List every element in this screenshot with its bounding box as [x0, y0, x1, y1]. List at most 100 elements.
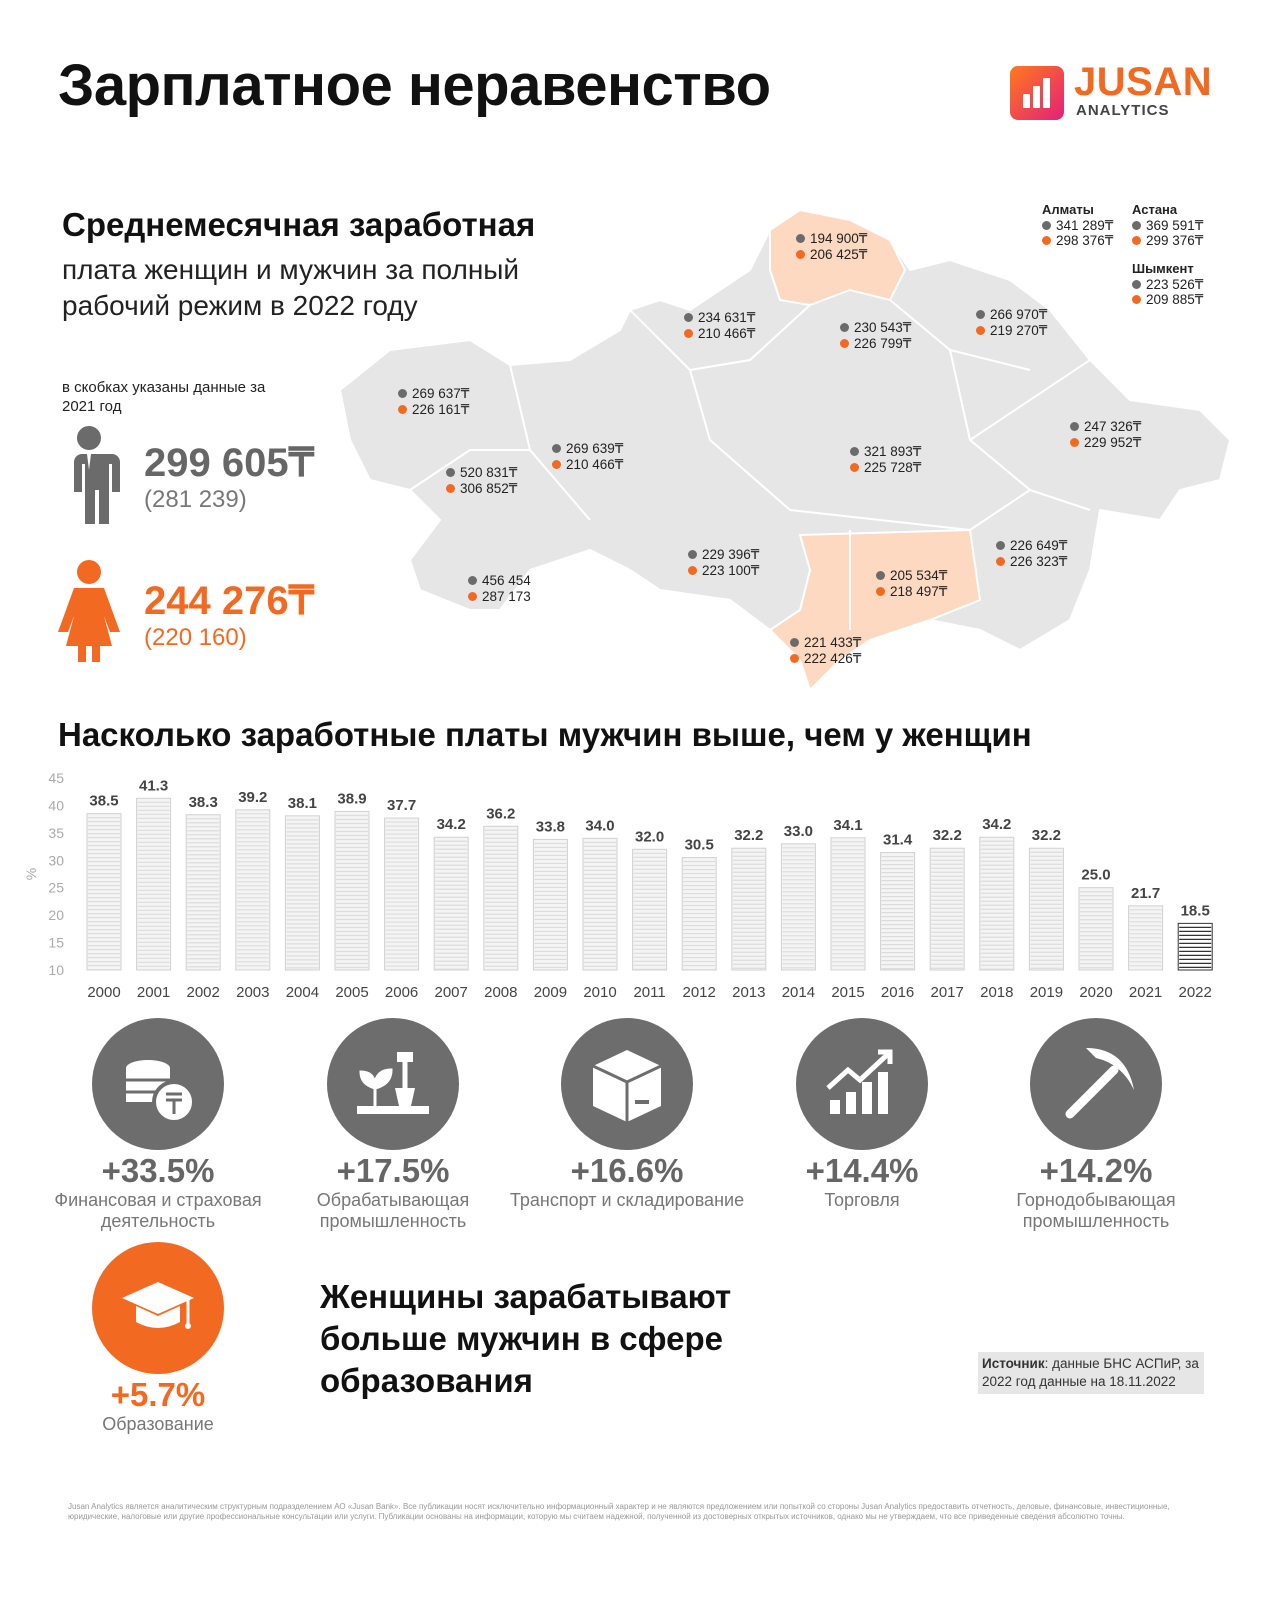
women-dot-icon: [688, 566, 697, 575]
graduation-cap-icon: [92, 1242, 224, 1374]
x-tick-label: 2007: [435, 984, 468, 1001]
y-tick-label: 40: [48, 797, 64, 813]
bar-value-label: 34.0: [585, 817, 614, 834]
region-women-salary: 218 497₸: [876, 584, 947, 600]
y-tick-label: 20: [48, 907, 64, 923]
women-dot-icon: [840, 339, 849, 348]
industry-pct: +14.4%: [805, 1152, 919, 1189]
men-dot-icon: [684, 313, 693, 322]
bar-value-label: 33.0: [784, 823, 813, 840]
city-men-salary: 223 526₸: [1132, 277, 1203, 293]
city-name: Алматы: [1042, 202, 1094, 217]
region-men-salary: 221 433₸: [790, 635, 861, 651]
bar: [830, 837, 866, 971]
region-men-salary: 520 831₸: [446, 465, 517, 481]
men-dot-icon: [790, 638, 799, 647]
men-dot-icon: [1132, 280, 1141, 289]
region-women-salary: 287 173: [468, 589, 531, 605]
region-women-salary: 229 952₸: [1070, 435, 1141, 451]
logo-sub: ANALYTICS: [1076, 102, 1170, 119]
box-icon: [561, 1018, 693, 1150]
y-tick-label: 30: [48, 852, 64, 868]
man-icon: [66, 426, 120, 524]
region-men-salary: 321 893₸: [850, 444, 921, 460]
subtitle-bold: Среднемесячная заработная: [62, 206, 536, 243]
women-dot-icon: [1070, 438, 1079, 447]
logo-name: JUSAN: [1074, 60, 1213, 104]
x-tick-label: 2015: [831, 984, 864, 1001]
industry-pct: +33.5%: [101, 1152, 215, 1189]
bar-value-label: 32.0: [635, 828, 664, 845]
education-statement: Женщины зарабатывают больше мужчин в сфе…: [320, 1278, 732, 1399]
x-tick-label: 2006: [385, 984, 418, 1001]
bar-value-label: 38.9: [337, 790, 366, 807]
women-dot-icon: [446, 484, 455, 493]
bar-value-label: 31.4: [883, 832, 913, 849]
women-salary-prev: (220 160): [144, 624, 247, 651]
region-men-salary: 234 631₸: [684, 310, 755, 326]
men-dot-icon: [446, 468, 455, 477]
bar: [780, 843, 816, 971]
x-tick-label: 2020: [1079, 984, 1112, 1001]
source-text: : данные БНС АСПиР, за 2022 год данные н…: [982, 1356, 1199, 1389]
men-dot-icon: [996, 541, 1005, 550]
footer-disclaimer: Jusan Analytics является аналитическим с…: [68, 1502, 1170, 1521]
region-men-salary: 229 396₸: [688, 547, 759, 563]
industry-label: Обрабатывающая промышленность: [316, 1190, 470, 1231]
industry-pct: +14.2%: [1039, 1152, 1153, 1189]
region-women-salary: 210 466₸: [684, 326, 755, 342]
women-dot-icon: [976, 326, 985, 335]
region-men-salary: 194 900₸: [796, 231, 867, 247]
kazakhstan-map: [338, 208, 1232, 692]
region-men-salary: 266 970₸: [976, 307, 1047, 323]
bar-value-label: 18.5: [1181, 902, 1210, 919]
men-dot-icon: [876, 571, 885, 580]
logo-mark-icon: [1010, 66, 1064, 120]
city-men-salary: 341 289₸: [1042, 218, 1113, 234]
industry-label: Горнодобывающая промышленность: [1016, 1190, 1176, 1231]
industry-label: Транспорт и складирование: [509, 1190, 745, 1210]
bar-value-label: 33.8: [536, 818, 565, 835]
x-tick-label: 2002: [187, 984, 220, 1001]
x-tick-label: 2009: [534, 984, 567, 1001]
men-dot-icon: [840, 323, 849, 332]
bar: [136, 797, 172, 971]
growth-chart-icon: [796, 1018, 928, 1150]
bar-value-label: 34.2: [437, 816, 466, 833]
industry-item: +14.4% Торговля: [742, 1018, 982, 1211]
bar: [979, 836, 1015, 971]
bar-value-label: 34.2: [982, 816, 1011, 833]
industry-pct: +16.6%: [570, 1152, 684, 1189]
industry-pct: +17.5%: [336, 1152, 450, 1189]
city-women-salary: 209 885₸: [1132, 292, 1203, 308]
bar-value-label: 38.5: [89, 793, 118, 810]
industry-item: +33.5% Финансовая и страховая деятельност…: [38, 1018, 278, 1232]
education-label: Образование: [102, 1414, 214, 1434]
region-women-salary: 226 323₸: [996, 554, 1067, 570]
region-men-salary: 226 649₸: [996, 538, 1067, 554]
region-women-salary: 223 100₸: [688, 563, 759, 579]
men-dot-icon: [1132, 221, 1141, 230]
bar: [284, 815, 320, 971]
x-tick-label: 2013: [732, 984, 765, 1001]
gap-chart: 4540353025201510%38.5200041.3200138.3200…: [23, 770, 1213, 1001]
source-note: Источник: данные БНС АСПиР, за 2022 год …: [978, 1352, 1204, 1394]
industry-item: +17.5% Обрабатывающая промышленность: [273, 1018, 513, 1232]
women-dot-icon: [1132, 236, 1141, 245]
women-dot-icon: [996, 557, 1005, 566]
men-salary-prev: (281 239): [144, 486, 247, 513]
women-dot-icon: [790, 654, 799, 663]
men-dot-icon: [398, 389, 407, 398]
x-tick-label: 2008: [484, 984, 517, 1001]
region-men-salary: 269 637₸: [398, 386, 469, 402]
y-tick-label: 35: [48, 825, 64, 841]
men-salary: 299 605₸: [144, 441, 315, 485]
x-tick-label: 2001: [137, 984, 170, 1001]
men-dot-icon: [1070, 422, 1079, 431]
men-dot-icon: [468, 576, 477, 585]
x-tick-label: 2021: [1129, 984, 1162, 1001]
map-region-borders: [409, 299, 1091, 630]
women-dot-icon: [796, 250, 805, 259]
bar-value-label: 32.2: [933, 827, 962, 844]
region-women-salary: 210 466₸: [552, 457, 623, 473]
